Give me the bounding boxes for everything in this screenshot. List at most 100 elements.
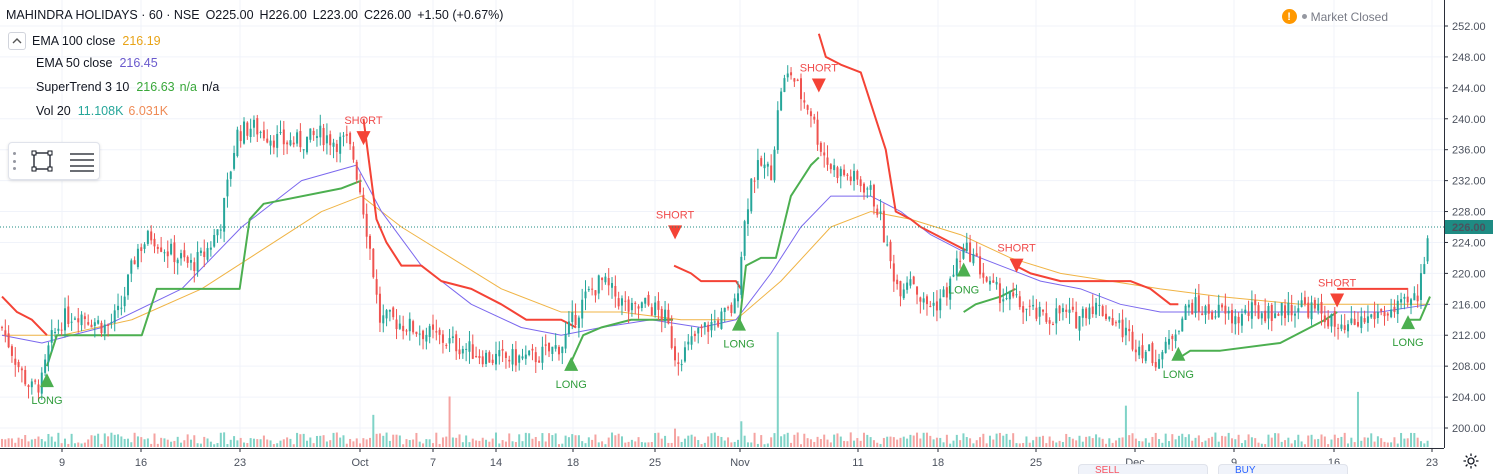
volume-bar (329, 440, 332, 447)
indicator-row-supertrend[interactable]: SuperTrend 3 10 216.63 n/a n/a (36, 80, 219, 94)
candle-body (876, 208, 879, 215)
drag-handle-icon[interactable] (13, 152, 19, 170)
volume-bar (465, 435, 468, 447)
volume-bar (992, 439, 995, 447)
volume-bar (624, 442, 627, 447)
volume-bar (395, 434, 398, 447)
volume-bar (209, 441, 212, 447)
volume-bar (919, 438, 922, 447)
candle-body (965, 242, 968, 252)
candle-body (554, 345, 557, 349)
candle-body (90, 324, 93, 328)
candle-body (1211, 312, 1214, 320)
volume-bar (1257, 442, 1260, 447)
volume-bar (524, 432, 527, 447)
volume-bar (1187, 434, 1190, 447)
volume-bar (1164, 433, 1167, 447)
volume-bar (1356, 391, 1359, 447)
indicator-row-volume[interactable]: Vol 20 11.108K 6.031K (36, 104, 168, 118)
volume-bar (1250, 437, 1253, 447)
volume-bar (617, 433, 620, 447)
candle-body (693, 333, 696, 337)
volume-bar (408, 440, 411, 447)
candle-body (925, 296, 928, 305)
volume-bar (1267, 434, 1270, 447)
candle-body (269, 140, 272, 146)
indicator-row-ema100[interactable]: EMA 100 close 216.19 (8, 32, 161, 50)
candle-body (315, 136, 318, 138)
volume-bar (1131, 433, 1134, 447)
volume-bar (140, 437, 143, 447)
volume-bar (750, 442, 753, 447)
volume-bar (577, 435, 580, 447)
candle-body (1098, 304, 1101, 306)
volume-bar (494, 432, 497, 447)
volume-bar (362, 438, 365, 447)
candle-body (1393, 306, 1396, 313)
sell-tab[interactable]: SELL (1078, 464, 1208, 474)
volume-bar (319, 435, 322, 447)
candle-body (378, 293, 381, 323)
volume-bar (73, 443, 76, 447)
floating-drawing-toolbar (8, 142, 100, 180)
candle-body (1158, 359, 1161, 369)
candle-body (229, 171, 232, 179)
candle-body (1124, 327, 1127, 336)
alert-icon[interactable]: ! (1281, 9, 1297, 24)
market-status[interactable]: ! Market Closed (1281, 9, 1388, 24)
volume-bar (306, 440, 309, 447)
chart-grid (0, 0, 1444, 448)
volume-bar (153, 433, 156, 447)
volume-bar (889, 436, 892, 447)
price-axis[interactable]: 252.00 248.00 244.00 240.00 236.00 232.00 228.… (1444, 0, 1494, 474)
volume-bar (1396, 443, 1399, 447)
gear-icon[interactable] (1462, 452, 1480, 470)
candle-body (972, 254, 975, 264)
supertrend-segment-down (1015, 264, 1179, 306)
volume-bar (760, 435, 763, 447)
candle-body (1293, 313, 1296, 316)
volume-bar (1207, 438, 1210, 447)
volume-bar (776, 332, 779, 447)
line-style-button[interactable] (65, 144, 99, 178)
collapse-legend-button[interactable] (8, 32, 26, 50)
symbol-title[interactable]: MAHINDRA HOLIDAYS · 60 · NSE (6, 8, 200, 22)
candle-body (985, 277, 988, 282)
candle-body (1018, 296, 1021, 308)
volume-bar (478, 440, 481, 447)
candle-body (988, 280, 991, 285)
candle-body (335, 143, 338, 152)
candle-body (296, 132, 299, 144)
buy-tab[interactable]: BUY (1218, 464, 1348, 474)
volume-bar (614, 435, 617, 447)
volume-bar (647, 442, 650, 447)
volume-bar (843, 440, 846, 447)
volume-bar (70, 433, 73, 447)
candle-body (1370, 314, 1373, 318)
candle-body (683, 347, 686, 362)
volume-bar (1413, 433, 1416, 447)
candle-body (1347, 324, 1350, 332)
ema-50-line (1, 164, 1431, 344)
time-tick-label: 9 (59, 457, 65, 469)
volume-bar (713, 432, 716, 447)
volume-bar (670, 442, 673, 447)
rectangle-tool-button[interactable] (25, 144, 59, 178)
volume-bar (909, 434, 912, 447)
volume-bar (1423, 443, 1426, 447)
candle-body (150, 231, 153, 241)
volume-bar (683, 438, 686, 447)
volume-bar (955, 434, 958, 447)
volume-bar (120, 436, 123, 447)
volume-bar (123, 438, 126, 447)
volume-bar (528, 433, 531, 447)
volume-bar (674, 428, 677, 447)
volume-bar (1065, 433, 1068, 447)
candle-body (1071, 306, 1074, 310)
indicator-row-ema50[interactable]: EMA 50 close 216.45 (36, 56, 158, 70)
candle-body (823, 152, 826, 156)
volume-bar (468, 442, 471, 447)
time-tick-label: 23 (234, 457, 246, 469)
volume-bar (1091, 438, 1094, 447)
